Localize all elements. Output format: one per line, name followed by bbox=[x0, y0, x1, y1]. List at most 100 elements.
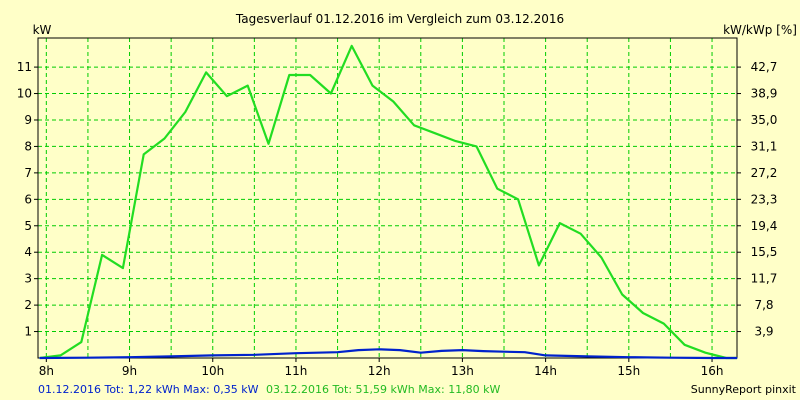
data-point bbox=[420, 352, 422, 354]
y2-tick-label: 35,0 bbox=[751, 113, 778, 127]
data-point bbox=[600, 256, 602, 259]
y2-tick-label: 11,7 bbox=[751, 272, 778, 286]
y2-tick-label: 15,5 bbox=[751, 245, 778, 259]
footer-series-2: 01.12.2016 Tot: 1,22 kWh Max: 0,35 kW 03… bbox=[38, 383, 501, 396]
data-point bbox=[288, 74, 290, 76]
data-point bbox=[628, 356, 630, 358]
data-point bbox=[170, 355, 172, 358]
data-point bbox=[704, 352, 706, 354]
tick-labels: 1 3,9 2 7,8 3 11,7 4 15,5 5 19,4 6 23,3 7 27,2 8 31,1 9 3… bbox=[17, 60, 778, 378]
data-point bbox=[330, 92, 332, 95]
data-point bbox=[545, 354, 547, 356]
data-point bbox=[434, 132, 436, 134]
data-point bbox=[101, 254, 103, 256]
y-axis-label-right: kW/kWp [%] bbox=[723, 23, 797, 37]
plot-frame bbox=[37, 37, 738, 359]
data-point bbox=[247, 85, 249, 87]
data-point bbox=[163, 137, 166, 140]
footer-credit: SunnyReport pinxit bbox=[691, 383, 797, 396]
data-point bbox=[683, 344, 686, 346]
y2-tick-label: 27,2 bbox=[751, 166, 778, 180]
data-point bbox=[267, 143, 270, 145]
y-tick-label: 5 bbox=[24, 219, 32, 233]
data-point bbox=[538, 264, 540, 267]
data-point bbox=[253, 354, 255, 356]
y-tick-label: 8 bbox=[24, 139, 32, 153]
data-point bbox=[475, 145, 478, 148]
data-point bbox=[503, 351, 505, 353]
y2-tick-label: 38,9 bbox=[751, 87, 778, 101]
data-point bbox=[59, 354, 62, 356]
y2-tick-label: 31,1 bbox=[751, 139, 778, 153]
x-tick-label: 14h bbox=[534, 364, 557, 378]
grid bbox=[38, 38, 737, 358]
y2-tick-label: 42,7 bbox=[751, 60, 778, 74]
y2-tick-label: 7,8 bbox=[754, 298, 773, 312]
data-point bbox=[392, 100, 394, 103]
data-point bbox=[39, 357, 41, 359]
data-point bbox=[378, 348, 380, 350]
y2-tick-label: 23,3 bbox=[751, 192, 778, 206]
y-tick-label: 9 bbox=[24, 113, 32, 127]
data-point bbox=[399, 349, 401, 351]
data-point bbox=[357, 349, 359, 351]
y2-tick-label: 19,4 bbox=[751, 219, 778, 233]
data-point bbox=[413, 124, 415, 126]
x-tick-label: 10h bbox=[201, 364, 224, 378]
y-axis-label-left: kW bbox=[33, 23, 52, 37]
axes bbox=[34, 37, 741, 362]
data-point bbox=[295, 352, 297, 354]
data-point bbox=[736, 357, 738, 359]
y-tick-label: 2 bbox=[24, 298, 32, 312]
data-point bbox=[461, 349, 463, 351]
data-point bbox=[559, 222, 561, 224]
data-point bbox=[663, 323, 665, 325]
x-tick-label: 9h bbox=[122, 364, 137, 378]
y-tick-label: 11 bbox=[17, 60, 32, 74]
data-point bbox=[371, 85, 374, 87]
data-point bbox=[586, 355, 588, 358]
data-point bbox=[184, 111, 186, 113]
series-layer bbox=[39, 44, 738, 360]
data-point bbox=[642, 312, 644, 314]
y-tick-label: 3 bbox=[24, 272, 32, 286]
data-point bbox=[482, 350, 484, 352]
data-point bbox=[226, 95, 228, 97]
y2-tick-label: 3,9 bbox=[754, 325, 773, 339]
data-point bbox=[711, 357, 713, 359]
y-tick-label: 4 bbox=[24, 245, 32, 259]
data-point bbox=[351, 45, 353, 47]
footer-series-0-text: 03.12.2016 Tot: 51,59 kWh Max: 11,80 kW bbox=[266, 383, 501, 396]
data-point bbox=[87, 357, 89, 359]
data-point bbox=[143, 153, 145, 155]
x-tick-label: 8h bbox=[39, 364, 54, 378]
x-tick-label: 15h bbox=[617, 364, 640, 378]
data-point bbox=[128, 356, 131, 358]
data-point bbox=[212, 354, 214, 356]
data-point bbox=[336, 351, 339, 353]
y-tick-label: 1 bbox=[24, 325, 32, 339]
chart-title: Tagesverlauf 01.12.2016 im Vergleich zum… bbox=[235, 12, 564, 26]
y-tick-label: 7 bbox=[24, 166, 32, 180]
data-point bbox=[309, 74, 311, 76]
data-point bbox=[524, 351, 526, 353]
data-point bbox=[205, 71, 207, 73]
data-point bbox=[579, 233, 582, 235]
data-point bbox=[621, 293, 623, 296]
y-tick-label: 6 bbox=[24, 192, 32, 206]
y-tick-label: 10 bbox=[17, 87, 32, 101]
footer-series-1-text: 01.12.2016 Tot: 1,22 kWh Max: 0,35 kW bbox=[38, 383, 259, 396]
x-tick-label: 11h bbox=[285, 364, 308, 378]
data-point bbox=[517, 198, 519, 200]
data-point bbox=[669, 357, 672, 359]
x-tick-label: 12h bbox=[368, 364, 391, 378]
data-point bbox=[122, 267, 124, 269]
data-point bbox=[440, 350, 443, 352]
data-point bbox=[80, 341, 82, 343]
data-point bbox=[455, 140, 457, 142]
x-tick-label: 16h bbox=[701, 364, 724, 378]
data-point bbox=[496, 188, 498, 190]
